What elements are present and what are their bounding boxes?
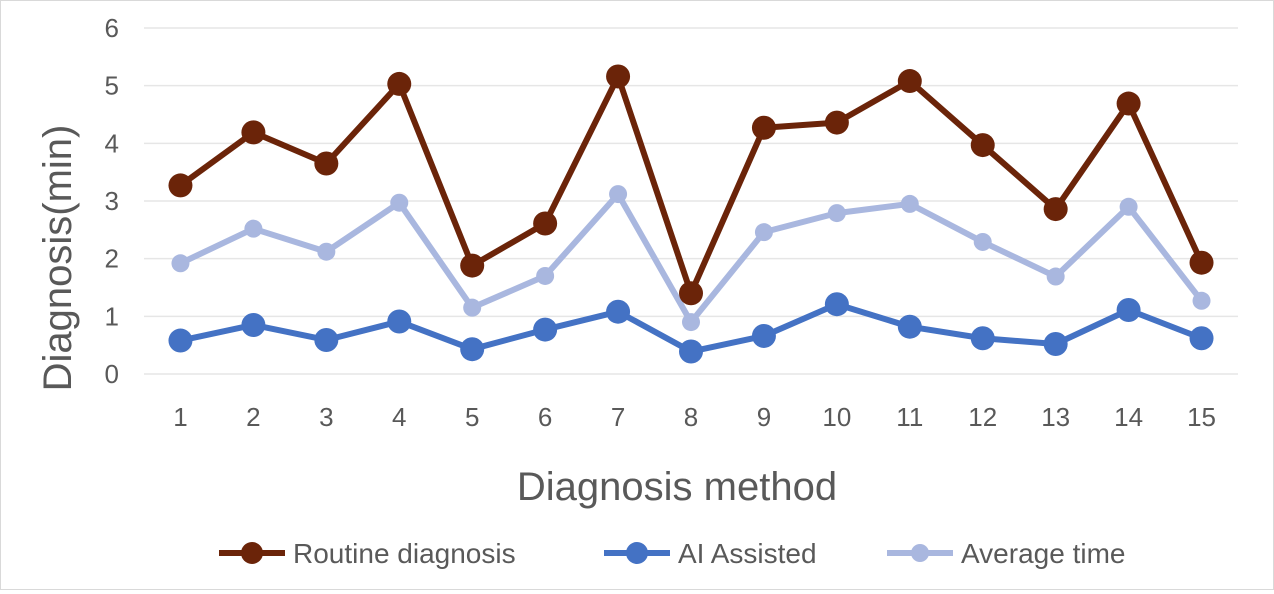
x-tick-label: 15 [1187,402,1216,432]
x-tick-label: 8 [684,402,698,432]
data-point [900,194,919,213]
data-point [1189,326,1214,351]
x-tick-label: 6 [538,402,552,432]
y-tick-label: 6 [105,13,119,43]
data-point [1189,250,1214,275]
data-point [897,69,922,94]
legend-swatch-marker [626,542,648,564]
x-tick-label: 13 [1041,402,1070,432]
data-point [168,328,193,353]
x-axis-ticks: 1 2 3 4 5 6 7 8 9 10 11 12 13 14 15 [173,402,1216,432]
x-tick-label: 3 [319,402,333,432]
data-point [751,115,776,140]
legend-item: Routine diagnosis [219,538,516,569]
data-point [1192,291,1211,310]
series-ai-assisted [168,292,1214,364]
data-point [679,281,703,306]
data-point [390,193,409,212]
data-point [751,323,776,348]
legend-label: Routine diagnosis [293,538,516,569]
data-point [1046,267,1065,286]
y-axis-title: Diagnosis(min) [36,125,80,392]
data-point [241,312,266,337]
data-point [314,151,339,176]
data-point [897,314,922,339]
y-tick-label: 1 [105,301,119,331]
data-point [533,317,558,342]
data-point [533,211,558,236]
x-tick-label: 14 [1114,402,1143,432]
data-point [463,298,482,317]
x-tick-label: 1 [173,402,187,432]
data-point [314,327,339,352]
x-tick-label: 10 [822,402,851,432]
legend-label: Average time [961,538,1125,569]
data-point [1043,197,1068,222]
legend-swatch-marker [911,544,929,562]
data-point [606,299,631,324]
data-point [244,219,263,238]
y-tick-label: 0 [105,359,119,389]
data-point [317,242,336,261]
data-point [609,185,628,204]
y-tick-label: 5 [105,71,119,101]
x-tick-label: 9 [757,402,771,432]
data-point [536,266,555,285]
data-point [824,292,849,317]
data-point [1116,297,1141,322]
data-point [387,71,412,96]
data-point [970,326,995,351]
y-axis-ticks: 0 1 2 3 4 5 6 [105,13,119,389]
data-point [606,64,631,89]
x-axis-title: Diagnosis method [517,465,837,509]
data-point [827,204,846,223]
x-tick-label: 12 [968,402,997,432]
data-point [824,110,849,135]
data-point [679,339,703,364]
data-point [970,133,995,158]
legend-swatch-marker [241,542,263,564]
data-point [460,337,485,362]
x-tick-label: 11 [896,402,923,432]
data-point [754,223,773,242]
series-routine-diagnosis [168,64,1214,306]
data-point [171,254,190,273]
series-average-time [171,185,1211,332]
y-tick-label: 2 [105,244,119,274]
x-tick-label: 4 [392,402,406,432]
legend-item: AI Assisted [604,538,817,569]
data-point [1116,91,1141,116]
series-lines [168,64,1214,364]
data-point [1043,332,1068,357]
data-point [682,313,700,332]
x-tick-label: 2 [246,402,260,432]
data-point [973,232,992,251]
x-tick-label: 7 [611,402,625,432]
legend: Routine diagnosis AI Assisted Average time [219,538,1125,569]
data-point [168,173,193,198]
data-point [1119,197,1138,216]
data-point [387,309,412,334]
y-tick-label: 4 [105,128,119,158]
y-tick-label: 3 [105,186,119,216]
series-line [178,73,1205,297]
x-tick-label: 5 [465,402,479,432]
legend-item: Average time [887,538,1125,569]
legend-label: AI Assisted [678,538,817,569]
data-point [241,120,266,145]
data-point [460,253,485,278]
